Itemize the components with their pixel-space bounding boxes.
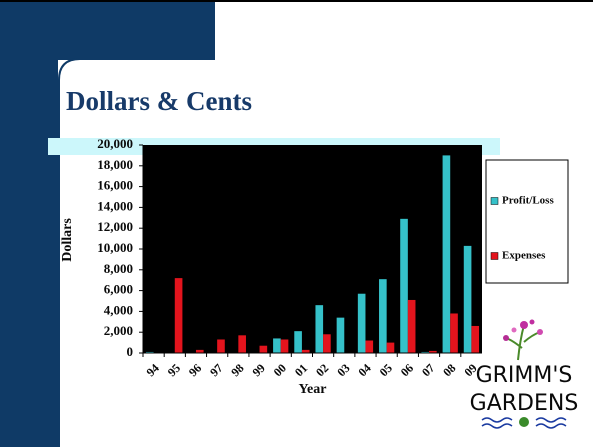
y-tick-label: 4,000 bbox=[104, 302, 133, 317]
legend-swatch bbox=[491, 198, 498, 205]
legend-box bbox=[486, 160, 568, 283]
bar bbox=[175, 278, 183, 353]
logo-plant bbox=[519, 417, 529, 427]
bar bbox=[400, 219, 408, 353]
y-tick-label: 20,000 bbox=[97, 136, 133, 151]
y-tick-label: 10,000 bbox=[97, 240, 133, 255]
slide: Dollars & Cents 0 2,000 4,000 6,000 8,000 10,… bbox=[0, 0, 593, 447]
x-axis-label: Year bbox=[299, 382, 327, 397]
top-border bbox=[0, 0, 593, 2]
legend-label: Expenses bbox=[502, 250, 546, 262]
bar bbox=[471, 326, 479, 353]
bar bbox=[464, 246, 472, 353]
y-tick-label: 6,000 bbox=[104, 282, 133, 297]
y-axis-label: Dollars bbox=[60, 218, 75, 262]
y-tick-label: 2,000 bbox=[104, 323, 133, 338]
bar bbox=[365, 341, 373, 353]
bar bbox=[323, 334, 331, 353]
legend-label: Profit/Loss bbox=[502, 195, 554, 207]
bar bbox=[450, 313, 458, 353]
bar bbox=[260, 346, 268, 353]
y-tick-label: 18,000 bbox=[97, 157, 133, 172]
bar bbox=[315, 305, 323, 353]
bar bbox=[379, 279, 387, 353]
bar bbox=[387, 343, 395, 353]
bar bbox=[294, 331, 302, 353]
logo-line1: GRIMM'S bbox=[476, 363, 573, 388]
bar bbox=[443, 155, 451, 353]
y-tick-label: 12,000 bbox=[97, 219, 133, 234]
bar bbox=[337, 318, 345, 353]
bar bbox=[273, 338, 281, 353]
y-tick-label: 0 bbox=[127, 344, 134, 359]
bar bbox=[408, 300, 416, 353]
plot-area bbox=[143, 145, 482, 353]
logo-line2: GARDENS bbox=[470, 391, 579, 416]
bar bbox=[217, 339, 225, 353]
bar bbox=[358, 294, 366, 353]
y-tick-label: 14,000 bbox=[97, 198, 133, 213]
y-tick-label: 16,000 bbox=[97, 178, 133, 193]
bar bbox=[238, 335, 246, 353]
legend-swatch bbox=[491, 253, 498, 260]
y-tick-label: 8,000 bbox=[104, 261, 133, 276]
page: {"chart_data": {"type": "bar", "title": … bbox=[0, 0, 593, 447]
bar bbox=[281, 339, 289, 353]
side-strip bbox=[0, 0, 58, 447]
slide-title: Dollars & Cents bbox=[66, 86, 252, 116]
